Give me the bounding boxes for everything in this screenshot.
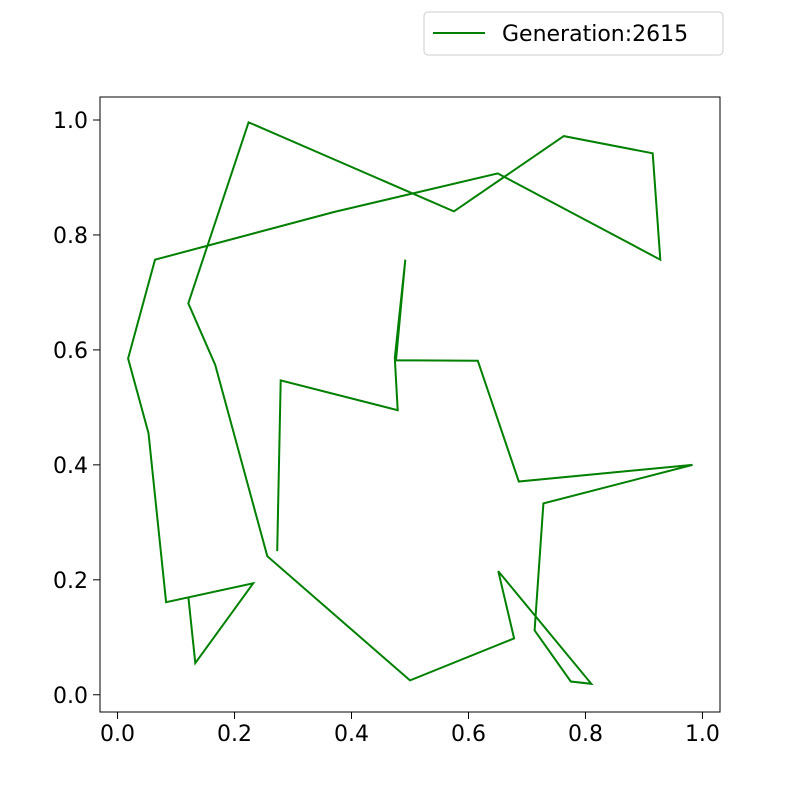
y-tick-label: 1.0: [53, 109, 88, 134]
legend-box: [423, 11, 724, 56]
y-tick-label: 0.6: [53, 339, 88, 364]
x-tick-label: 1.0: [685, 722, 720, 747]
x-tick-label: 0.4: [334, 722, 369, 747]
x-tick-label: 0.8: [568, 722, 603, 747]
y-tick-label: 0.4: [53, 454, 88, 479]
x-tick-label: 0.0: [100, 722, 135, 747]
legend-label: Generation:2615: [502, 22, 688, 47]
y-tick-label: 0.2: [53, 569, 88, 594]
plot-area-frame: [99, 96, 721, 713]
legend: Generation:2615: [423, 11, 724, 56]
x-tick-label: 0.2: [217, 722, 252, 747]
y-tick-label: 0.8: [53, 224, 88, 249]
x-tick-label: 0.6: [451, 722, 486, 747]
y-tick-label: 0.0: [53, 684, 88, 709]
series-line-0: [127, 120, 693, 686]
